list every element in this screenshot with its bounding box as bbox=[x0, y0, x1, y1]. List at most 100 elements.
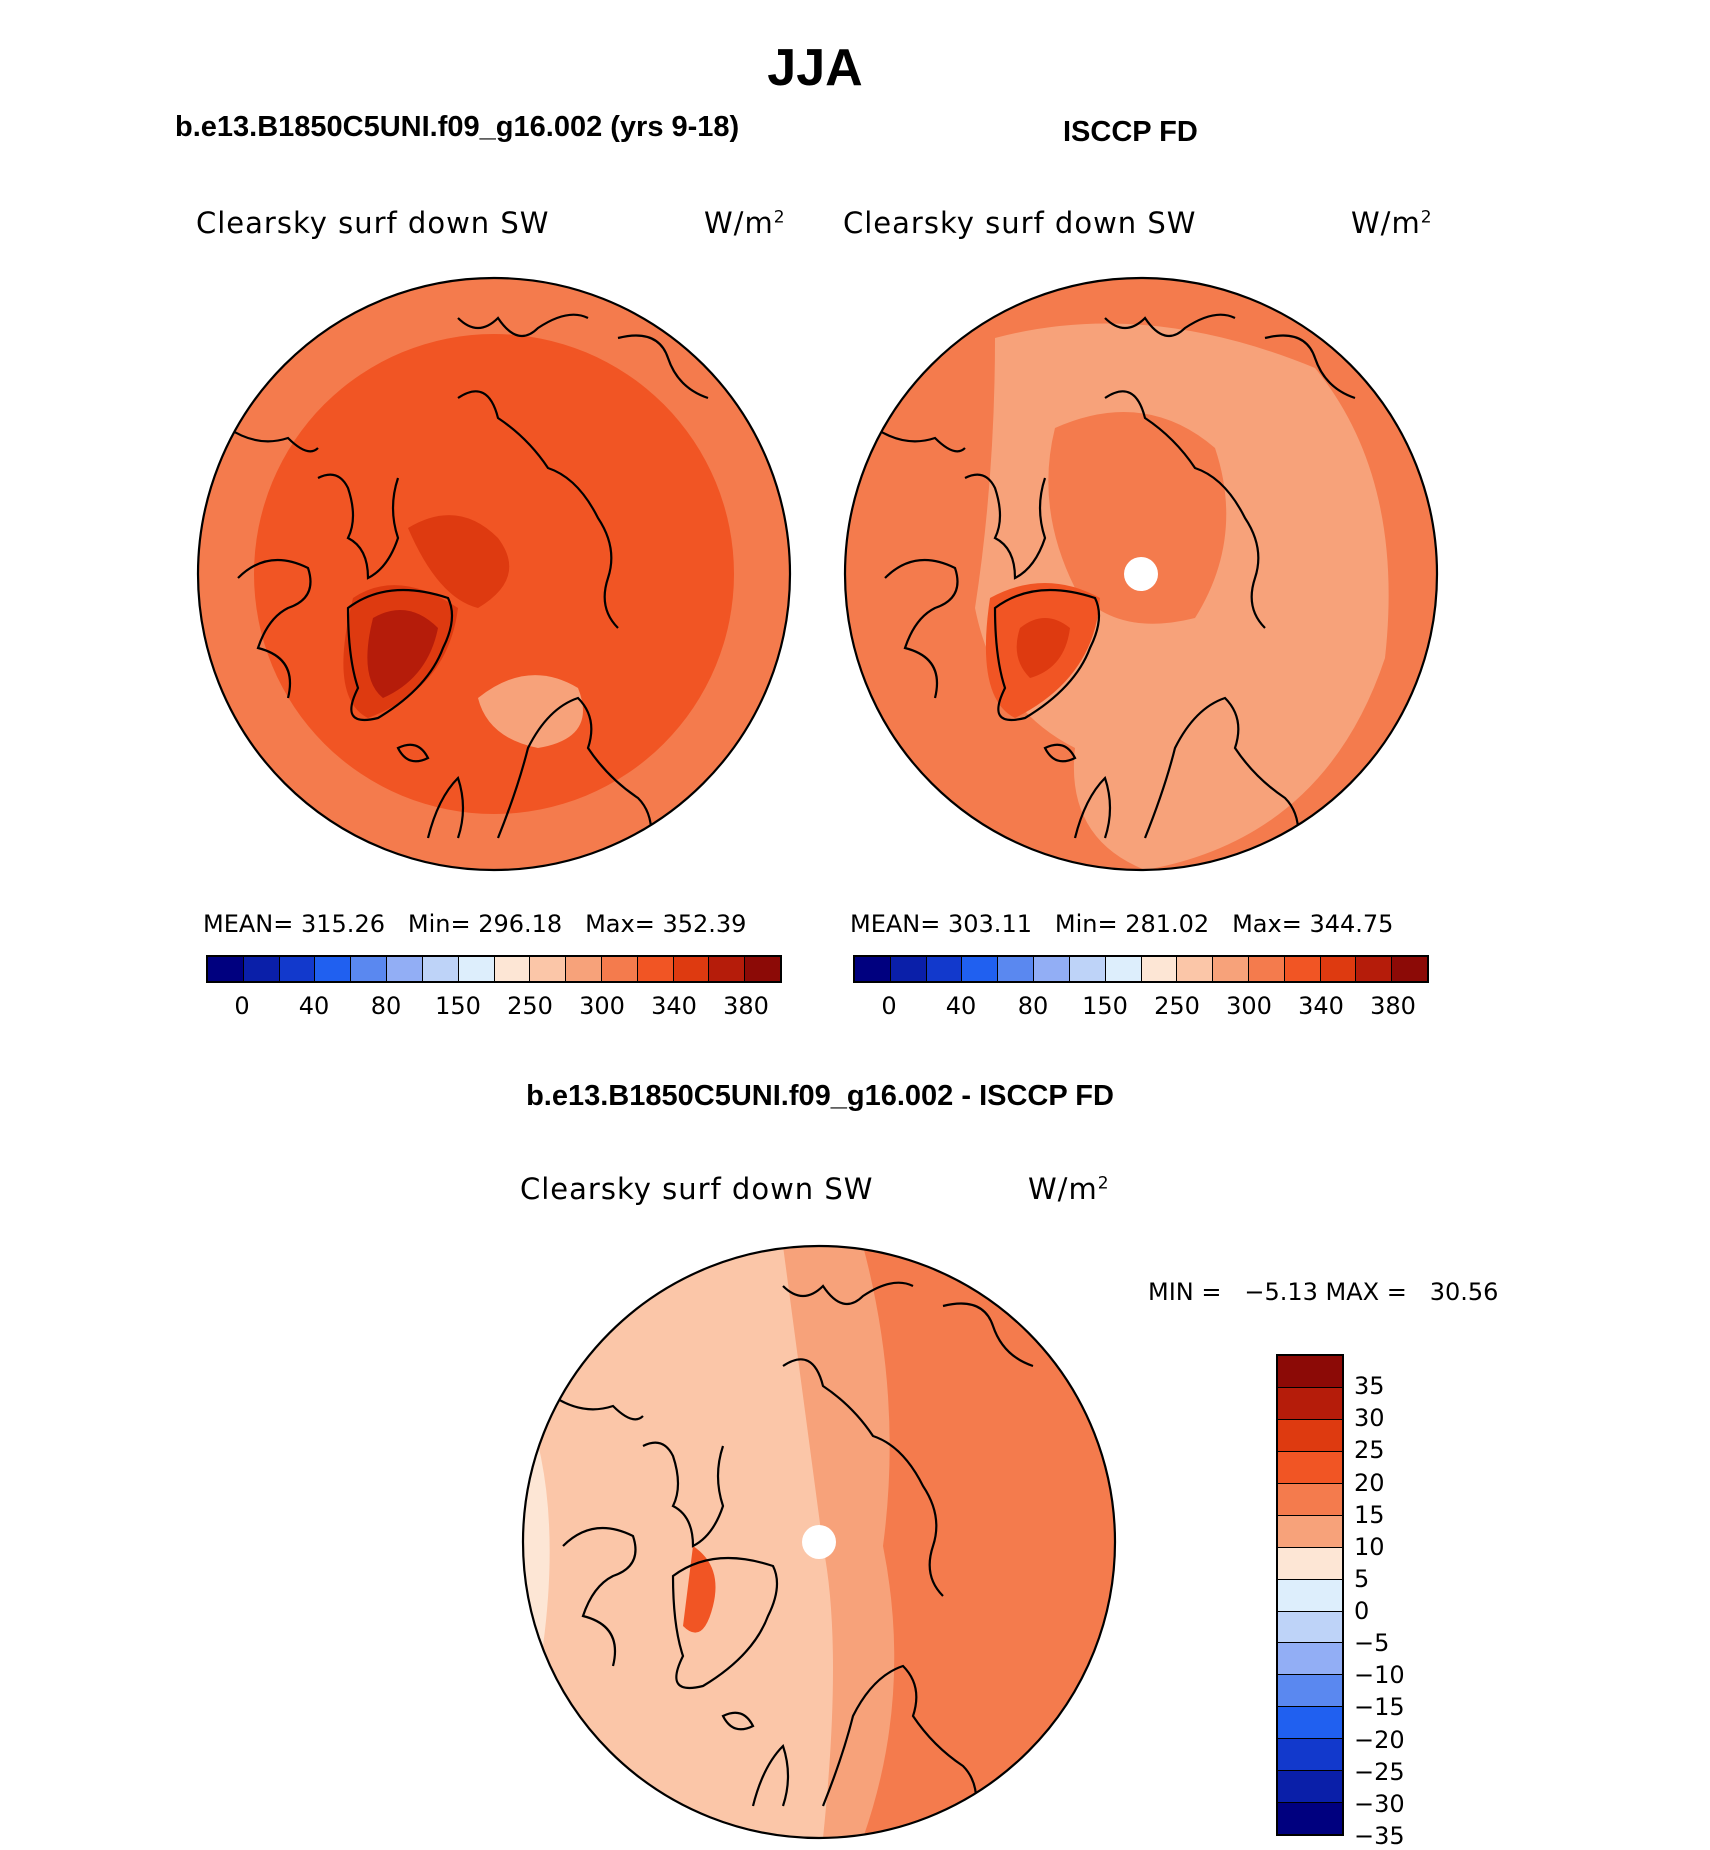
obs-variable-label: Clearsky surf down SW bbox=[843, 206, 1197, 240]
colorbar-tick-label: −10 bbox=[1354, 1661, 1405, 1690]
colorbar-tick-label: −30 bbox=[1354, 1789, 1405, 1818]
colorbar-swatch bbox=[422, 957, 459, 981]
colorbar-swatch bbox=[315, 957, 352, 981]
colorbar-swatch bbox=[1392, 957, 1427, 981]
colorbar-tick-label: 250 bbox=[507, 992, 553, 1020]
colorbar-tick-label: 40 bbox=[298, 992, 330, 1020]
colorbar-swatch bbox=[1177, 957, 1214, 981]
colorbar-swatch bbox=[1278, 1803, 1342, 1835]
colorbar-tick-label: 150 bbox=[435, 992, 481, 1020]
colorbar-swatch bbox=[1278, 1419, 1342, 1452]
diff-map-greenland bbox=[683, 1546, 716, 1633]
colorbar-swatch bbox=[1278, 1739, 1342, 1772]
colorbar-swatch bbox=[208, 957, 244, 981]
colorbar-tick-label: 30 bbox=[1354, 1404, 1385, 1433]
colorbar-swatch bbox=[279, 957, 316, 981]
colorbar-tick-label: 250 bbox=[1154, 992, 1200, 1020]
colorbar-tick-label: 10 bbox=[1354, 1532, 1385, 1561]
diff-variable-label: Clearsky surf down SW bbox=[520, 1172, 874, 1206]
obs-map-border bbox=[843, 276, 1439, 872]
colorbar-tick-label: 300 bbox=[579, 992, 625, 1020]
colorbar-swatch bbox=[1278, 1356, 1342, 1388]
colorbar-tick-label: 340 bbox=[651, 992, 697, 1020]
model-colorbar bbox=[206, 955, 782, 983]
colorbar-swatch bbox=[1278, 1643, 1342, 1676]
diff-units-label: W/m2 bbox=[1028, 1172, 1110, 1206]
diff-polar-map bbox=[521, 1244, 1117, 1840]
obs-greenland-core bbox=[1016, 618, 1070, 678]
colorbar-swatch bbox=[1278, 1483, 1342, 1516]
obs-case-title: ISCCP FD bbox=[1063, 116, 1198, 148]
colorbar-swatch bbox=[1105, 957, 1142, 981]
colorbar-swatch bbox=[1284, 957, 1321, 981]
colorbar-tick-label: 5 bbox=[1354, 1564, 1370, 1593]
colorbar-tick-label: 40 bbox=[945, 992, 977, 1020]
colorbar-swatch bbox=[890, 957, 927, 981]
colorbar-tick-label: −15 bbox=[1354, 1693, 1405, 1722]
diff-map-east bbox=[853, 1246, 1115, 1838]
diff-coastlines bbox=[552, 1281, 1034, 1827]
colorbar-swatch bbox=[243, 957, 280, 981]
colorbar-tick-label: 380 bbox=[1370, 992, 1416, 1020]
model-stats: MEAN= 315.26 Min= 296.18 Max= 352.39 bbox=[203, 910, 747, 938]
colorbar-swatch bbox=[351, 957, 388, 981]
obs-stats: MEAN= 303.11 Min= 281.02 Max= 344.75 bbox=[850, 910, 1394, 938]
colorbar-swatch bbox=[855, 957, 891, 981]
model-map-high-area bbox=[408, 515, 510, 608]
obs-coastlines bbox=[874, 313, 1356, 859]
colorbar-swatch bbox=[962, 957, 999, 981]
obs-map-pole-hole bbox=[1124, 557, 1158, 591]
colorbar-tick-label: 15 bbox=[1354, 1500, 1385, 1529]
model-map-low-area bbox=[478, 675, 583, 748]
colorbar-swatch bbox=[1278, 1547, 1342, 1580]
colorbar-swatch bbox=[637, 957, 674, 981]
colorbar-swatch bbox=[1320, 957, 1357, 981]
colorbar-tick-label: 340 bbox=[1298, 992, 1344, 1020]
colorbar-swatch bbox=[998, 957, 1035, 981]
colorbar-swatch bbox=[494, 957, 531, 981]
colorbar-swatch bbox=[1248, 957, 1285, 981]
colorbar-tick-label: 80 bbox=[370, 992, 402, 1020]
colorbar-swatch bbox=[1278, 1515, 1342, 1548]
model-polar-map bbox=[196, 276, 792, 872]
diff-minmax: MIN = −5.13 MAX = 30.56 bbox=[1148, 1278, 1499, 1306]
colorbar-tick-label: 150 bbox=[1082, 992, 1128, 1020]
model-map-border bbox=[196, 276, 792, 872]
colorbar-tick-label: −25 bbox=[1354, 1757, 1405, 1786]
colorbar-tick-label: −20 bbox=[1354, 1725, 1405, 1754]
model-colorbar-ticks: 0 40 80 150 250 300 340 380 bbox=[206, 992, 782, 1022]
colorbar-swatch bbox=[1034, 957, 1070, 981]
diff-colorbar-ticks: 35 30 25 20 15 10 5 0 −5 −10 −15 −20 −25 −30 −35 bbox=[1354, 1354, 1434, 1850]
colorbar-swatch bbox=[387, 957, 423, 981]
colorbar-swatch bbox=[1278, 1707, 1342, 1740]
obs-polar-map bbox=[843, 276, 1439, 872]
colorbar-tick-label: −35 bbox=[1354, 1822, 1405, 1850]
colorbar-tick-label: 300 bbox=[1226, 992, 1272, 1020]
colorbar-swatch bbox=[1278, 1579, 1342, 1612]
colorbar-swatch bbox=[673, 957, 710, 981]
model-variable-label: Clearsky surf down SW bbox=[196, 206, 550, 240]
colorbar-swatch bbox=[1213, 957, 1249, 981]
colorbar-swatch bbox=[1278, 1675, 1342, 1708]
colorbar-tick-label: 35 bbox=[1354, 1372, 1385, 1401]
colorbar-swatch bbox=[1278, 1387, 1342, 1420]
model-greenland-core bbox=[367, 610, 438, 698]
figure-title: JJA bbox=[767, 39, 863, 97]
colorbar-swatch bbox=[601, 957, 638, 981]
colorbar-swatch bbox=[745, 957, 780, 981]
colorbar-tick-label: 0 bbox=[1354, 1597, 1370, 1626]
model-case-title: b.e13.B1850C5UNI.f09_g16.002 (yrs 9-18) bbox=[175, 111, 740, 143]
colorbar-swatch bbox=[1278, 1771, 1342, 1804]
colorbar-swatch bbox=[1278, 1451, 1342, 1484]
obs-colorbar bbox=[853, 955, 1429, 983]
colorbar-swatch bbox=[530, 957, 567, 981]
obs-units-label: W/m2 bbox=[1351, 206, 1433, 240]
colorbar-tick-label: 380 bbox=[723, 992, 769, 1020]
diff-map-mid bbox=[783, 1246, 895, 1838]
diff-map-border bbox=[521, 1244, 1117, 1840]
colorbar-swatch bbox=[1069, 957, 1106, 981]
colorbar-tick-label: 25 bbox=[1354, 1436, 1385, 1465]
colorbar-tick-label: 0 bbox=[234, 992, 250, 1020]
colorbar-swatch bbox=[1356, 957, 1393, 981]
colorbar-swatch bbox=[709, 957, 746, 981]
